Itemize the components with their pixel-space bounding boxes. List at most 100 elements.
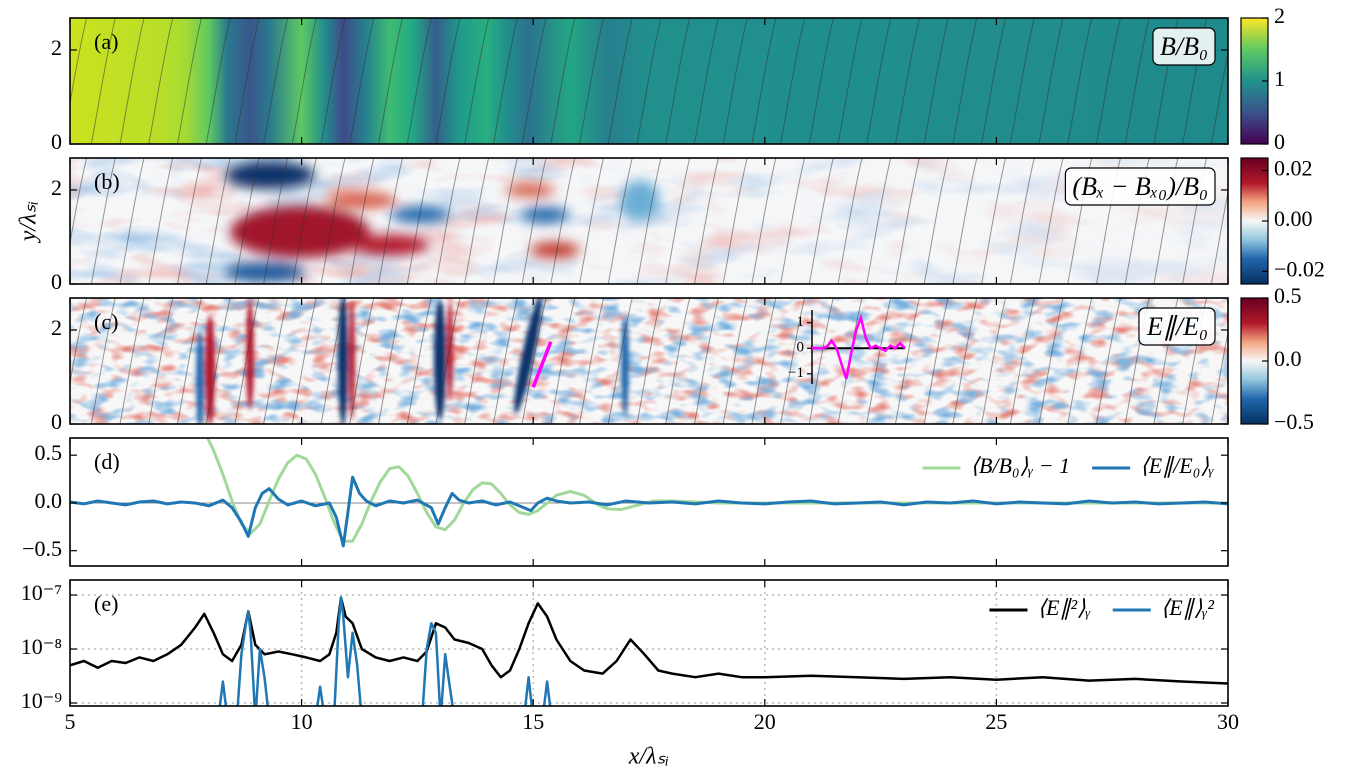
- plot-area: [70, 298, 1228, 424]
- y-tick-label: 10⁻⁷: [21, 580, 62, 605]
- field-line: [70, 158, 88, 246]
- field-line: [579, 18, 605, 144]
- field-line: [1210, 329, 1228, 424]
- field-line: [550, 158, 576, 284]
- field-line: [176, 298, 202, 424]
- field-line: [521, 298, 547, 424]
- field-line: [665, 298, 691, 424]
- inset-tick-label: −1: [788, 365, 804, 381]
- field-label: E∥/E₀: [1146, 312, 1208, 341]
- label-box: [1138, 307, 1216, 346]
- axes-frame: [69, 297, 1229, 425]
- field-line: [894, 298, 920, 424]
- field-label: (Bₓ − Bₓ₀)/B₀: [1072, 172, 1208, 201]
- field-line: [176, 158, 202, 284]
- field-line: [894, 18, 920, 144]
- colorbar-tick-label: −0.5: [1274, 409, 1314, 434]
- field-line: [492, 298, 518, 424]
- field-line: [320, 18, 346, 144]
- data-line: [218, 596, 552, 706]
- field-line: [291, 158, 317, 284]
- x-tick-label: 10: [291, 709, 313, 734]
- field-line: [349, 298, 375, 424]
- field-line: [377, 158, 403, 284]
- field-line: [291, 18, 317, 144]
- field-line: [866, 158, 892, 284]
- field-line: [923, 158, 949, 284]
- field-line: [492, 158, 518, 284]
- cut-line: [531, 341, 553, 388]
- field-line: [607, 158, 633, 284]
- field-line: [1067, 298, 1093, 424]
- plot-area: [5, 18, 1228, 144]
- axes-frame: [69, 157, 1229, 285]
- y-tick-label: 0: [51, 409, 62, 434]
- field-line: [119, 298, 145, 424]
- field-line: [636, 18, 662, 144]
- field-line: [665, 158, 691, 284]
- legend-label: ⟨E∥⟩ᵧ²: [1161, 595, 1215, 620]
- field-line: [808, 18, 834, 144]
- field-line: [751, 18, 777, 144]
- field-line: [1038, 158, 1064, 284]
- field-line: [579, 298, 605, 424]
- field-line: [205, 298, 231, 424]
- label-box: [1064, 167, 1216, 206]
- axes-frame: [69, 17, 1229, 145]
- colorbar-tick-label: 0.0: [1274, 346, 1302, 371]
- y-tick-label: −0.5: [22, 536, 62, 561]
- field-line: [5, 18, 29, 144]
- field-line: [923, 298, 949, 424]
- field-line: [205, 18, 231, 144]
- field-line: [866, 298, 892, 424]
- legend-label: ⟨E∥/E₀⟩ᵧ: [1140, 453, 1214, 478]
- field-line: [981, 18, 1007, 144]
- y-tick-label: 0: [51, 269, 62, 294]
- field-line: [550, 18, 576, 144]
- inset-tick-label: 0: [797, 340, 805, 356]
- field-line: [90, 158, 116, 284]
- inset-line: [812, 313, 906, 380]
- field-line: [1009, 18, 1035, 144]
- plot-area: [70, 438, 1228, 548]
- field-line: [119, 18, 145, 144]
- field-line: [464, 18, 490, 144]
- field-line: [349, 18, 375, 144]
- field-line: [1038, 18, 1064, 144]
- colorbar-tick-label: −0.02: [1274, 256, 1325, 281]
- field-line: [148, 18, 174, 144]
- field-line: [349, 158, 375, 284]
- field-line: [607, 298, 633, 424]
- field-line: [780, 18, 806, 144]
- field-line: [377, 18, 403, 144]
- field-line: [176, 18, 202, 144]
- field-line: [837, 158, 863, 284]
- x-tick-label: 30: [1217, 709, 1239, 734]
- field-line: [234, 298, 260, 424]
- field-line: [981, 298, 1007, 424]
- field-line: [521, 18, 547, 144]
- data-line: [70, 475, 1228, 548]
- field-line: [492, 18, 518, 144]
- field-line: [780, 298, 806, 424]
- field-line: [205, 158, 231, 284]
- label-box: [1152, 27, 1216, 66]
- field-line: [952, 298, 978, 424]
- heatmap-image: [70, 18, 1228, 144]
- field-line: [607, 18, 633, 144]
- field-line: [1095, 298, 1121, 424]
- field-line: [435, 158, 461, 284]
- field-line: [1038, 298, 1064, 424]
- y-tick-label: 2: [51, 35, 62, 60]
- x-tick-label: 25: [985, 709, 1007, 734]
- field-line: [234, 158, 260, 284]
- field-line: [291, 298, 317, 424]
- field-line: [808, 158, 834, 284]
- field-line: [90, 298, 116, 424]
- field-line: [751, 298, 777, 424]
- axes-frame: [69, 437, 1229, 567]
- field-line: [693, 158, 719, 284]
- x-tick-label: 20: [754, 709, 776, 734]
- field-line: [550, 298, 576, 424]
